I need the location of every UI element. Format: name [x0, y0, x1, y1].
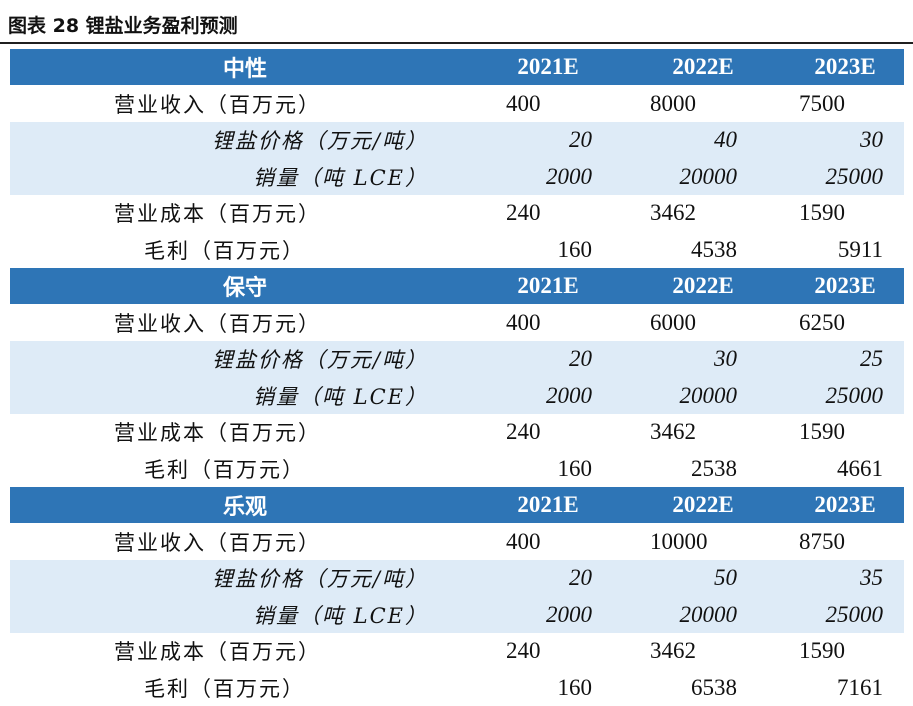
- value-2021e: 160: [557, 455, 593, 481]
- value-2023e: 8750: [799, 528, 845, 554]
- scenario-name: 保守: [222, 275, 267, 301]
- value-2023e: 1590: [799, 638, 845, 664]
- column-header-2023e: 2023E: [814, 491, 876, 517]
- value-2023e: 25000: [825, 382, 884, 408]
- row-label: 营业收入（百万元）: [114, 92, 321, 117]
- column-header-2023e: 2023E: [814, 53, 876, 79]
- value-2023e: 25: [860, 346, 883, 372]
- value-2022e: 20000: [679, 382, 738, 408]
- column-header-2023e: 2023E: [814, 272, 876, 298]
- value-2023e: 4661: [837, 455, 883, 481]
- value-2023e: 7500: [799, 90, 845, 116]
- row-label: 营业收入（百万元）: [114, 311, 321, 336]
- scenario-header-conservative: 保守 2021E 2022E 2023E: [10, 268, 904, 304]
- value-2021e: 2000: [546, 601, 592, 627]
- column-header-2021e: 2021E: [517, 53, 579, 79]
- value-2022e: 20000: [679, 601, 738, 627]
- value-2022e: 3462: [650, 419, 696, 445]
- value-2021e: 400: [506, 528, 541, 554]
- row-label: 锂盐价格（万元/吨）: [211, 129, 428, 154]
- value-2023e: 1590: [799, 200, 845, 226]
- row-label: 营业成本（百万元）: [114, 640, 321, 665]
- row-label: 毛利（百万元）: [144, 457, 305, 482]
- value-2021e: 160: [557, 674, 593, 700]
- scenario-header-neutral: 中性 2021E 2022E 2023E: [10, 49, 904, 85]
- table-row-revenue: 营业收入（百万元） 400 8000 7500: [10, 86, 904, 123]
- value-2022e: 30: [714, 346, 737, 372]
- value-2023e: 5911: [837, 236, 883, 262]
- value-2021e: 240: [506, 200, 541, 226]
- value-2022e: 4538: [691, 236, 737, 262]
- row-label: 锂盐价格（万元/吨）: [211, 567, 428, 592]
- forecast-table: 中性 2021E 2022E 2023E 营业收入（百万元） 400 8000 …: [10, 49, 904, 706]
- value-2023e: 30: [860, 127, 883, 153]
- value-2022e: 8000: [650, 90, 696, 116]
- value-2022e: 3462: [650, 200, 696, 226]
- table-row-profit: 毛利（百万元） 160 4538 5911: [10, 232, 904, 269]
- value-2022e: 2538: [691, 455, 737, 481]
- value-2022e: 6000: [650, 309, 696, 335]
- value-2021e: 240: [506, 419, 541, 445]
- table-row-cost: 营业成本（百万元） 240 3462 1590: [10, 414, 904, 451]
- value-2021e: 400: [506, 90, 541, 116]
- row-label: 毛利（百万元）: [144, 238, 305, 263]
- value-2023e: 25000: [825, 163, 884, 189]
- column-header-2021e: 2021E: [517, 491, 579, 517]
- row-label: 营业成本（百万元）: [114, 202, 321, 227]
- row-label: 锂盐价格（万元/吨）: [211, 348, 428, 373]
- value-2023e: 25000: [825, 601, 884, 627]
- table-row-cost: 营业成本（百万元） 240 3462 1590: [10, 195, 904, 232]
- value-2021e: 2000: [546, 163, 592, 189]
- column-header-2021e: 2021E: [517, 272, 579, 298]
- value-2022e: 6538: [691, 674, 737, 700]
- scenario-header-optimistic: 乐观 2021E 2022E 2023E: [10, 487, 904, 523]
- row-label: 营业收入（百万元）: [114, 530, 321, 555]
- value-2021e: 400: [506, 309, 541, 335]
- figure-title: 图表 28 锂盐业务盈利预测: [8, 15, 238, 37]
- row-label: 营业成本（百万元）: [114, 421, 321, 446]
- table-row-volume: 销量（吨 LCE） 2000 20000 25000: [10, 158, 904, 195]
- value-2022e: 10000: [650, 528, 708, 554]
- scenario-name: 中性: [222, 56, 267, 82]
- row-label: 销量（吨 LCE）: [252, 165, 428, 190]
- value-2022e: 3462: [650, 638, 696, 664]
- table-row-revenue: 营业收入（百万元） 400 6000 6250: [10, 305, 904, 342]
- table-row-price: 锂盐价格（万元/吨） 20 30 25: [10, 341, 904, 378]
- value-2021e: 160: [557, 236, 593, 262]
- column-header-2022e: 2022E: [672, 491, 734, 517]
- table-row-volume: 销量（吨 LCE） 2000 20000 25000: [10, 377, 904, 414]
- row-label: 销量（吨 LCE）: [252, 603, 428, 628]
- column-header-2022e: 2022E: [672, 53, 734, 79]
- column-header-2022e: 2022E: [672, 272, 734, 298]
- table-row-profit: 毛利（百万元） 160 6538 7161: [10, 670, 904, 706]
- table-row-revenue: 营业收入（百万元） 400 10000 8750: [10, 524, 904, 561]
- title-divider: [0, 42, 913, 44]
- value-2022e: 20000: [679, 163, 738, 189]
- value-2021e: 2000: [546, 382, 592, 408]
- value-2022e: 50: [714, 565, 737, 591]
- value-2023e: 7161: [837, 674, 883, 700]
- table-row-volume: 销量（吨 LCE） 2000 20000 25000: [10, 596, 904, 633]
- scenario-name: 乐观: [222, 494, 267, 520]
- value-2021e: 20: [569, 346, 592, 372]
- value-2023e: 35: [860, 565, 883, 591]
- value-2023e: 6250: [799, 309, 845, 335]
- value-2023e: 1590: [799, 419, 845, 445]
- table-row-profit: 毛利（百万元） 160 2538 4661: [10, 451, 904, 488]
- table-row-price: 锂盐价格（万元/吨） 20 40 30: [10, 122, 904, 159]
- row-label: 销量（吨 LCE）: [252, 384, 428, 409]
- row-label: 毛利（百万元）: [144, 676, 305, 701]
- value-2021e: 20: [569, 127, 592, 153]
- table-row-cost: 营业成本（百万元） 240 3462 1590: [10, 633, 904, 670]
- table-row-price: 锂盐价格（万元/吨） 20 50 35: [10, 560, 904, 597]
- value-2022e: 40: [714, 127, 737, 153]
- value-2021e: 240: [506, 638, 541, 664]
- value-2021e: 20: [569, 565, 592, 591]
